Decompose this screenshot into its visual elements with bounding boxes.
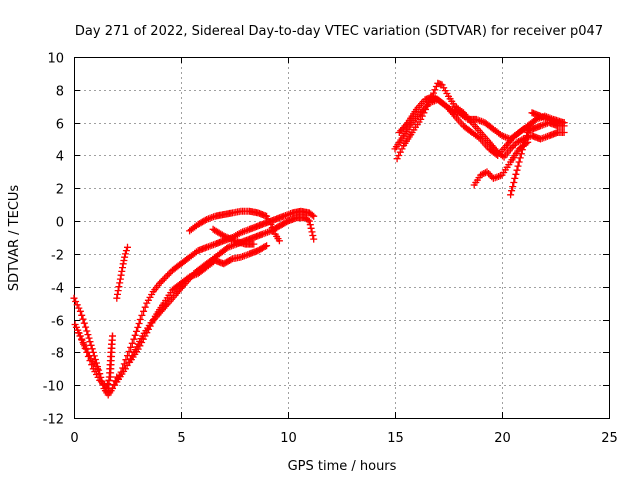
series-track-3 — [74, 329, 101, 373]
y-axis: -12 -10 -8 -6 -4 -2 0 2 4 6 8 10 — [43, 52, 609, 428]
plus-markers — [74, 329, 101, 373]
plus-markers — [395, 92, 568, 143]
series-track-4 — [111, 207, 318, 389]
plus-markers — [70, 294, 121, 399]
y-tick-label: 8 — [56, 85, 64, 100]
x-tick-label: 5 — [177, 431, 185, 446]
plus-markers — [104, 332, 116, 396]
series-track-8 — [209, 225, 258, 248]
y-tick-label: -2 — [51, 249, 64, 264]
y-tick-label: -8 — [51, 347, 64, 362]
x-axis: 0 5 10 15 20 25 — [70, 57, 618, 446]
x-tick-label: 25 — [601, 431, 618, 446]
plus-markers — [113, 214, 318, 386]
series-track-6 — [126, 242, 271, 366]
y-tick-label: -12 — [43, 413, 64, 428]
plot-frame — [74, 57, 610, 419]
plus-markers — [126, 242, 271, 366]
chart-title: Day 271 of 2022, Sidereal Day-to-day VTE… — [75, 24, 603, 39]
y-tick-label: 6 — [56, 118, 64, 133]
y-tick-label: -10 — [43, 380, 64, 395]
y-tick-label: 0 — [56, 216, 64, 231]
x-tick-label: 15 — [387, 431, 404, 446]
series-track-15 — [507, 122, 536, 199]
data-marks — [70, 79, 568, 399]
series-track-5 — [113, 214, 318, 386]
series-track-10 — [113, 243, 131, 302]
plus-markers — [113, 243, 131, 302]
series-track-1 — [70, 294, 121, 399]
plus-markers — [186, 207, 283, 245]
y-tick-label: 4 — [56, 150, 64, 165]
x-tick-label: 20 — [494, 431, 511, 446]
series-track-16 — [528, 109, 568, 127]
plus-markers — [111, 207, 318, 389]
y-tick-label: 10 — [47, 52, 64, 67]
series-track-9 — [104, 332, 116, 396]
y-axis-label: SDTVAR / TECUs — [7, 185, 22, 292]
y-tick-label: -4 — [51, 282, 64, 297]
x-tick-label: 0 — [70, 431, 78, 446]
series-track-13 — [395, 92, 568, 143]
y-tick-label: -6 — [51, 315, 64, 330]
series-track-7 — [186, 207, 283, 245]
plus-markers — [528, 109, 568, 127]
grid-lines — [74, 57, 609, 418]
x-axis-label: GPS time / hours — [288, 459, 397, 474]
y-tick-label: 2 — [56, 183, 64, 198]
x-tick-label: 10 — [280, 431, 297, 446]
plus-markers — [209, 225, 258, 248]
plus-markers — [507, 122, 536, 199]
